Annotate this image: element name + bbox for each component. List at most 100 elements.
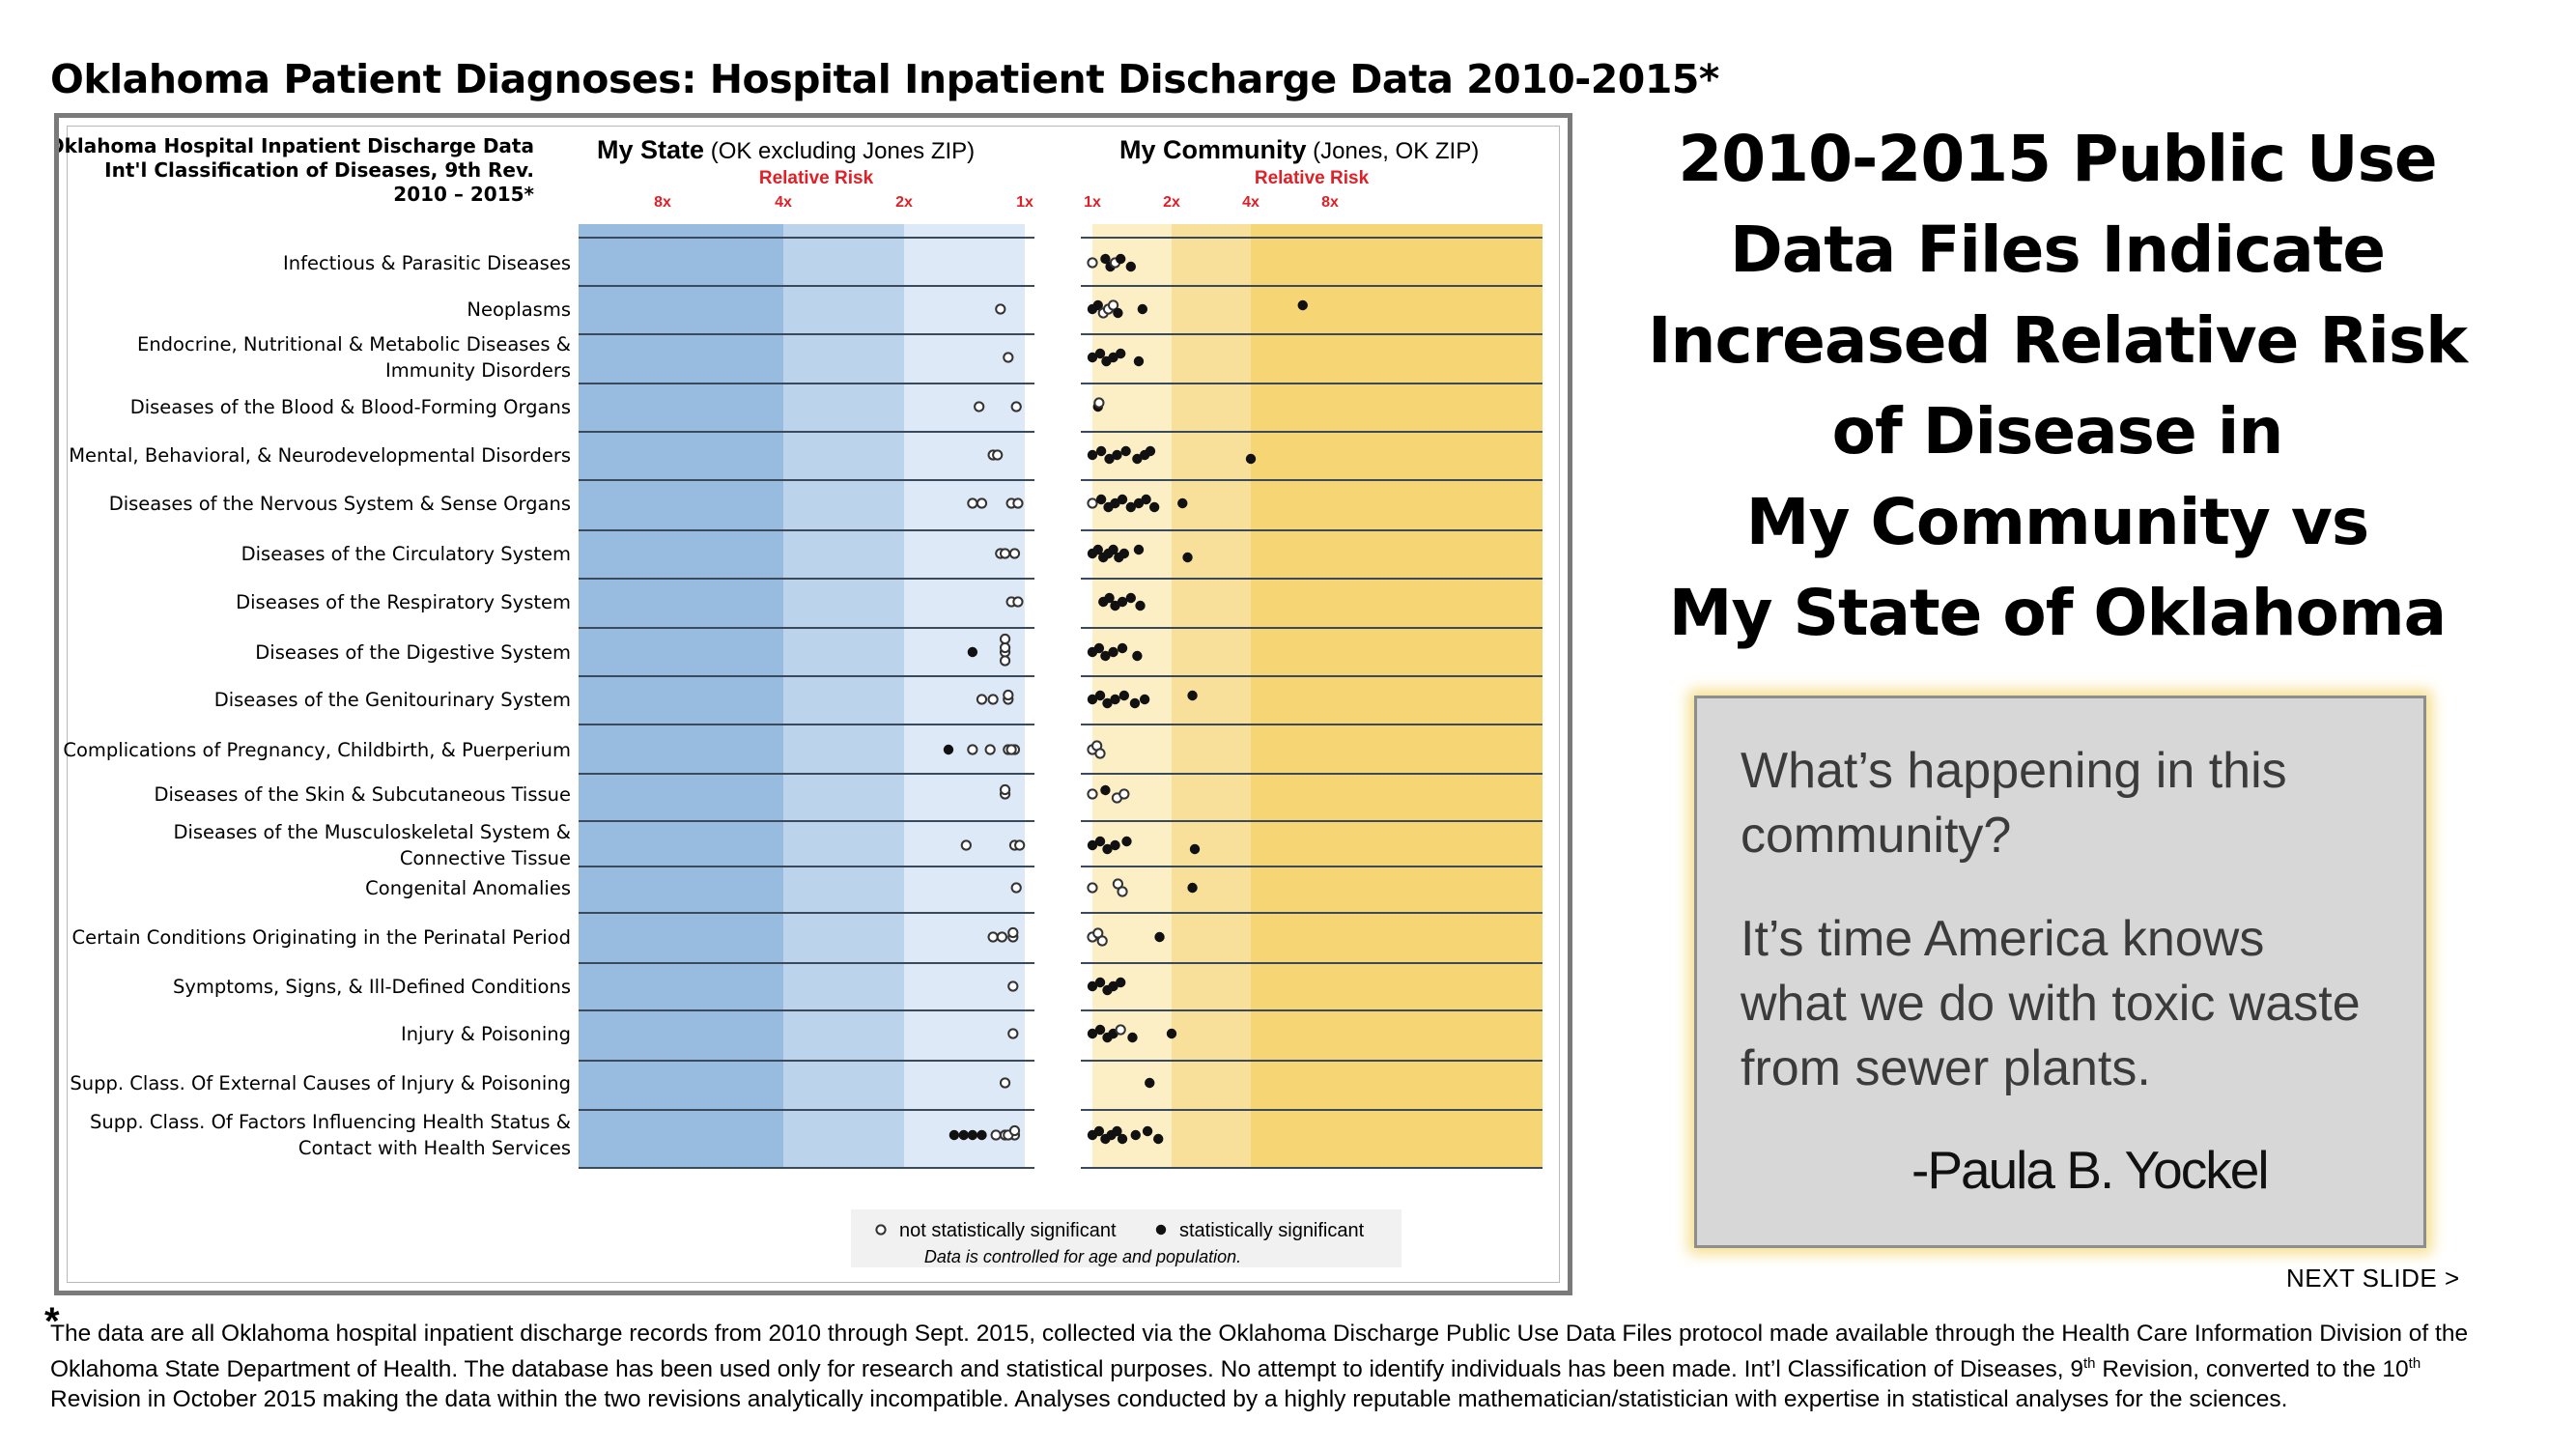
legend-not-significant-label: not statistically significant: [899, 1220, 1117, 1241]
community-point-significant: [1137, 303, 1148, 315]
community-point-significant: [1187, 882, 1198, 894]
community-point-significant: [1112, 1125, 1122, 1137]
state-point-not-significant: [995, 303, 1006, 315]
category-label: Diseases of the Respiratory System: [236, 591, 571, 613]
community-point-significant: [1297, 299, 1308, 311]
state-tick-label: 1x: [1016, 194, 1033, 211]
community-point-significant: [1166, 1028, 1177, 1039]
state-point-not-significant: [1007, 1028, 1019, 1039]
community-point-significant: [1110, 839, 1120, 851]
community-band-2x-4x: [1172, 224, 1251, 1168]
community-point-significant: [1132, 453, 1143, 465]
community-point-significant: [1100, 650, 1111, 662]
community-point-significant: [1087, 694, 1098, 705]
category-label: Neoplasms: [467, 298, 571, 321]
footnote-superscript: th: [2083, 1355, 2096, 1372]
community-point-not-significant: [1112, 878, 1123, 890]
state-point-not-significant: [999, 655, 1011, 667]
community-point-not-significant: [1087, 788, 1098, 800]
community-point-significant: [1118, 548, 1130, 559]
community-point-significant: [1142, 1125, 1153, 1137]
footnote-text: Revision in October 2015 making the data…: [50, 1386, 2288, 1413]
community-point-significant: [1117, 1133, 1128, 1145]
state-point-not-significant: [984, 744, 996, 755]
category-label: Diseases of the Musculoskeletal System &: [173, 821, 571, 843]
community-point-significant: [1094, 977, 1106, 988]
quote-line: from sewer plants.: [1741, 1040, 2151, 1096]
state-point-not-significant: [976, 497, 988, 509]
community-point-significant: [1182, 552, 1193, 563]
state-point-significant: [967, 1129, 978, 1141]
quote-line: What’s happening in this: [1741, 743, 2287, 799]
community-point-significant: [1133, 497, 1145, 509]
community-tick-label: 2x: [1163, 194, 1180, 211]
community-point-significant: [1187, 690, 1198, 701]
community-point-not-significant: [1087, 497, 1098, 509]
community-point-significant: [1092, 299, 1103, 311]
headline-line: of Disease in: [1831, 394, 2284, 469]
state-point-not-significant: [992, 449, 1004, 461]
chart-frame-inner-border: [67, 126, 1560, 1283]
state-tick-label: 8x: [654, 194, 671, 211]
community-point-not-significant: [1087, 257, 1098, 269]
state-point-not-significant: [1003, 689, 1014, 701]
footnote: * The data are all Oklahoma hospital inp…: [44, 1302, 2552, 1414]
quote-box: What’s happening in this community? It’s…: [1694, 696, 2426, 1248]
community-point-significant: [1094, 836, 1106, 847]
category-label: Diseases of the Circulatory System: [241, 543, 571, 565]
category-label: Connective Tissue: [400, 847, 571, 869]
quote-paragraph-2: It’s time America knows what we do with …: [1741, 907, 2361, 1101]
state-point-not-significant: [999, 783, 1011, 796]
community-point-significant: [1094, 348, 1106, 359]
community-point-significant: [1108, 544, 1118, 555]
community-tick-label: 8x: [1321, 194, 1339, 211]
state-point-significant: [948, 1129, 960, 1141]
community-point-significant: [1132, 650, 1143, 662]
state-point-significant: [958, 1129, 969, 1141]
community-point-significant: [1108, 980, 1118, 992]
community-tick-label: 4x: [1242, 194, 1260, 211]
state-point-not-significant: [1010, 401, 1022, 412]
state-point-not-significant: [1012, 596, 1024, 608]
community-point-significant: [1112, 449, 1122, 461]
footnote-text: Oklahoma State Department of Health. The…: [50, 1356, 2083, 1383]
community-point-significant: [1087, 352, 1098, 363]
chart-title-line: Oklahoma Hospital Inpatient Discharge Da…: [59, 134, 534, 157]
state-band-2x-4x: [783, 224, 904, 1168]
state-point-not-significant: [999, 641, 1011, 654]
community-panel-title: My Community (Jones, OK ZIP): [1119, 135, 1479, 164]
community-point-significant: [1117, 596, 1128, 608]
legend-note: Data is controlled for age and populatio…: [924, 1247, 1241, 1266]
community-point-significant: [1148, 501, 1160, 513]
legend-open-marker: [875, 1224, 887, 1236]
category-label: Diseases of the Blood & Blood-Forming Or…: [130, 396, 571, 418]
footnote-text: The data are all Oklahoma hospital inpat…: [50, 1321, 2469, 1347]
community-point-significant: [1125, 261, 1137, 272]
state-point-not-significant: [976, 694, 988, 705]
footnote-line-2: Oklahoma State Department of Health. The…: [50, 1349, 2552, 1384]
community-point-significant: [1121, 836, 1132, 847]
next-slide-link[interactable]: NEXT SLIDE >: [2286, 1264, 2460, 1293]
community-point-not-significant: [1118, 788, 1130, 800]
category-label: Supp. Class. Of External Causes of Injur…: [70, 1072, 571, 1094]
community-point-significant: [1110, 694, 1120, 705]
community-point-significant: [1133, 544, 1145, 555]
state-point-significant: [967, 646, 978, 658]
state-point-significant: [943, 744, 954, 755]
community-point-significant: [1104, 592, 1115, 604]
community-point-significant: [1133, 355, 1145, 367]
state-point-not-significant: [967, 497, 978, 509]
community-point-not-significant: [1115, 1024, 1126, 1036]
community-point-significant: [1108, 352, 1118, 363]
chart-frame: Oklahoma Hospital Inpatient Discharge Da…: [54, 113, 1572, 1295]
quote-paragraph-1: What’s happening in this community?: [1741, 739, 2287, 868]
community-relative-risk-label: Relative Risk: [1255, 168, 1370, 188]
state-point-not-significant: [987, 931, 999, 943]
category-label: Diseases of the Genitourinary System: [214, 689, 571, 711]
community-point-significant: [1108, 646, 1118, 658]
footnote-line-3: Revision in October 2015 making the data…: [50, 1384, 2552, 1414]
community-point-significant: [1100, 253, 1111, 265]
community-point-significant: [1141, 494, 1151, 505]
state-point-not-significant: [1012, 497, 1024, 509]
state-point-not-significant: [990, 1129, 1002, 1141]
